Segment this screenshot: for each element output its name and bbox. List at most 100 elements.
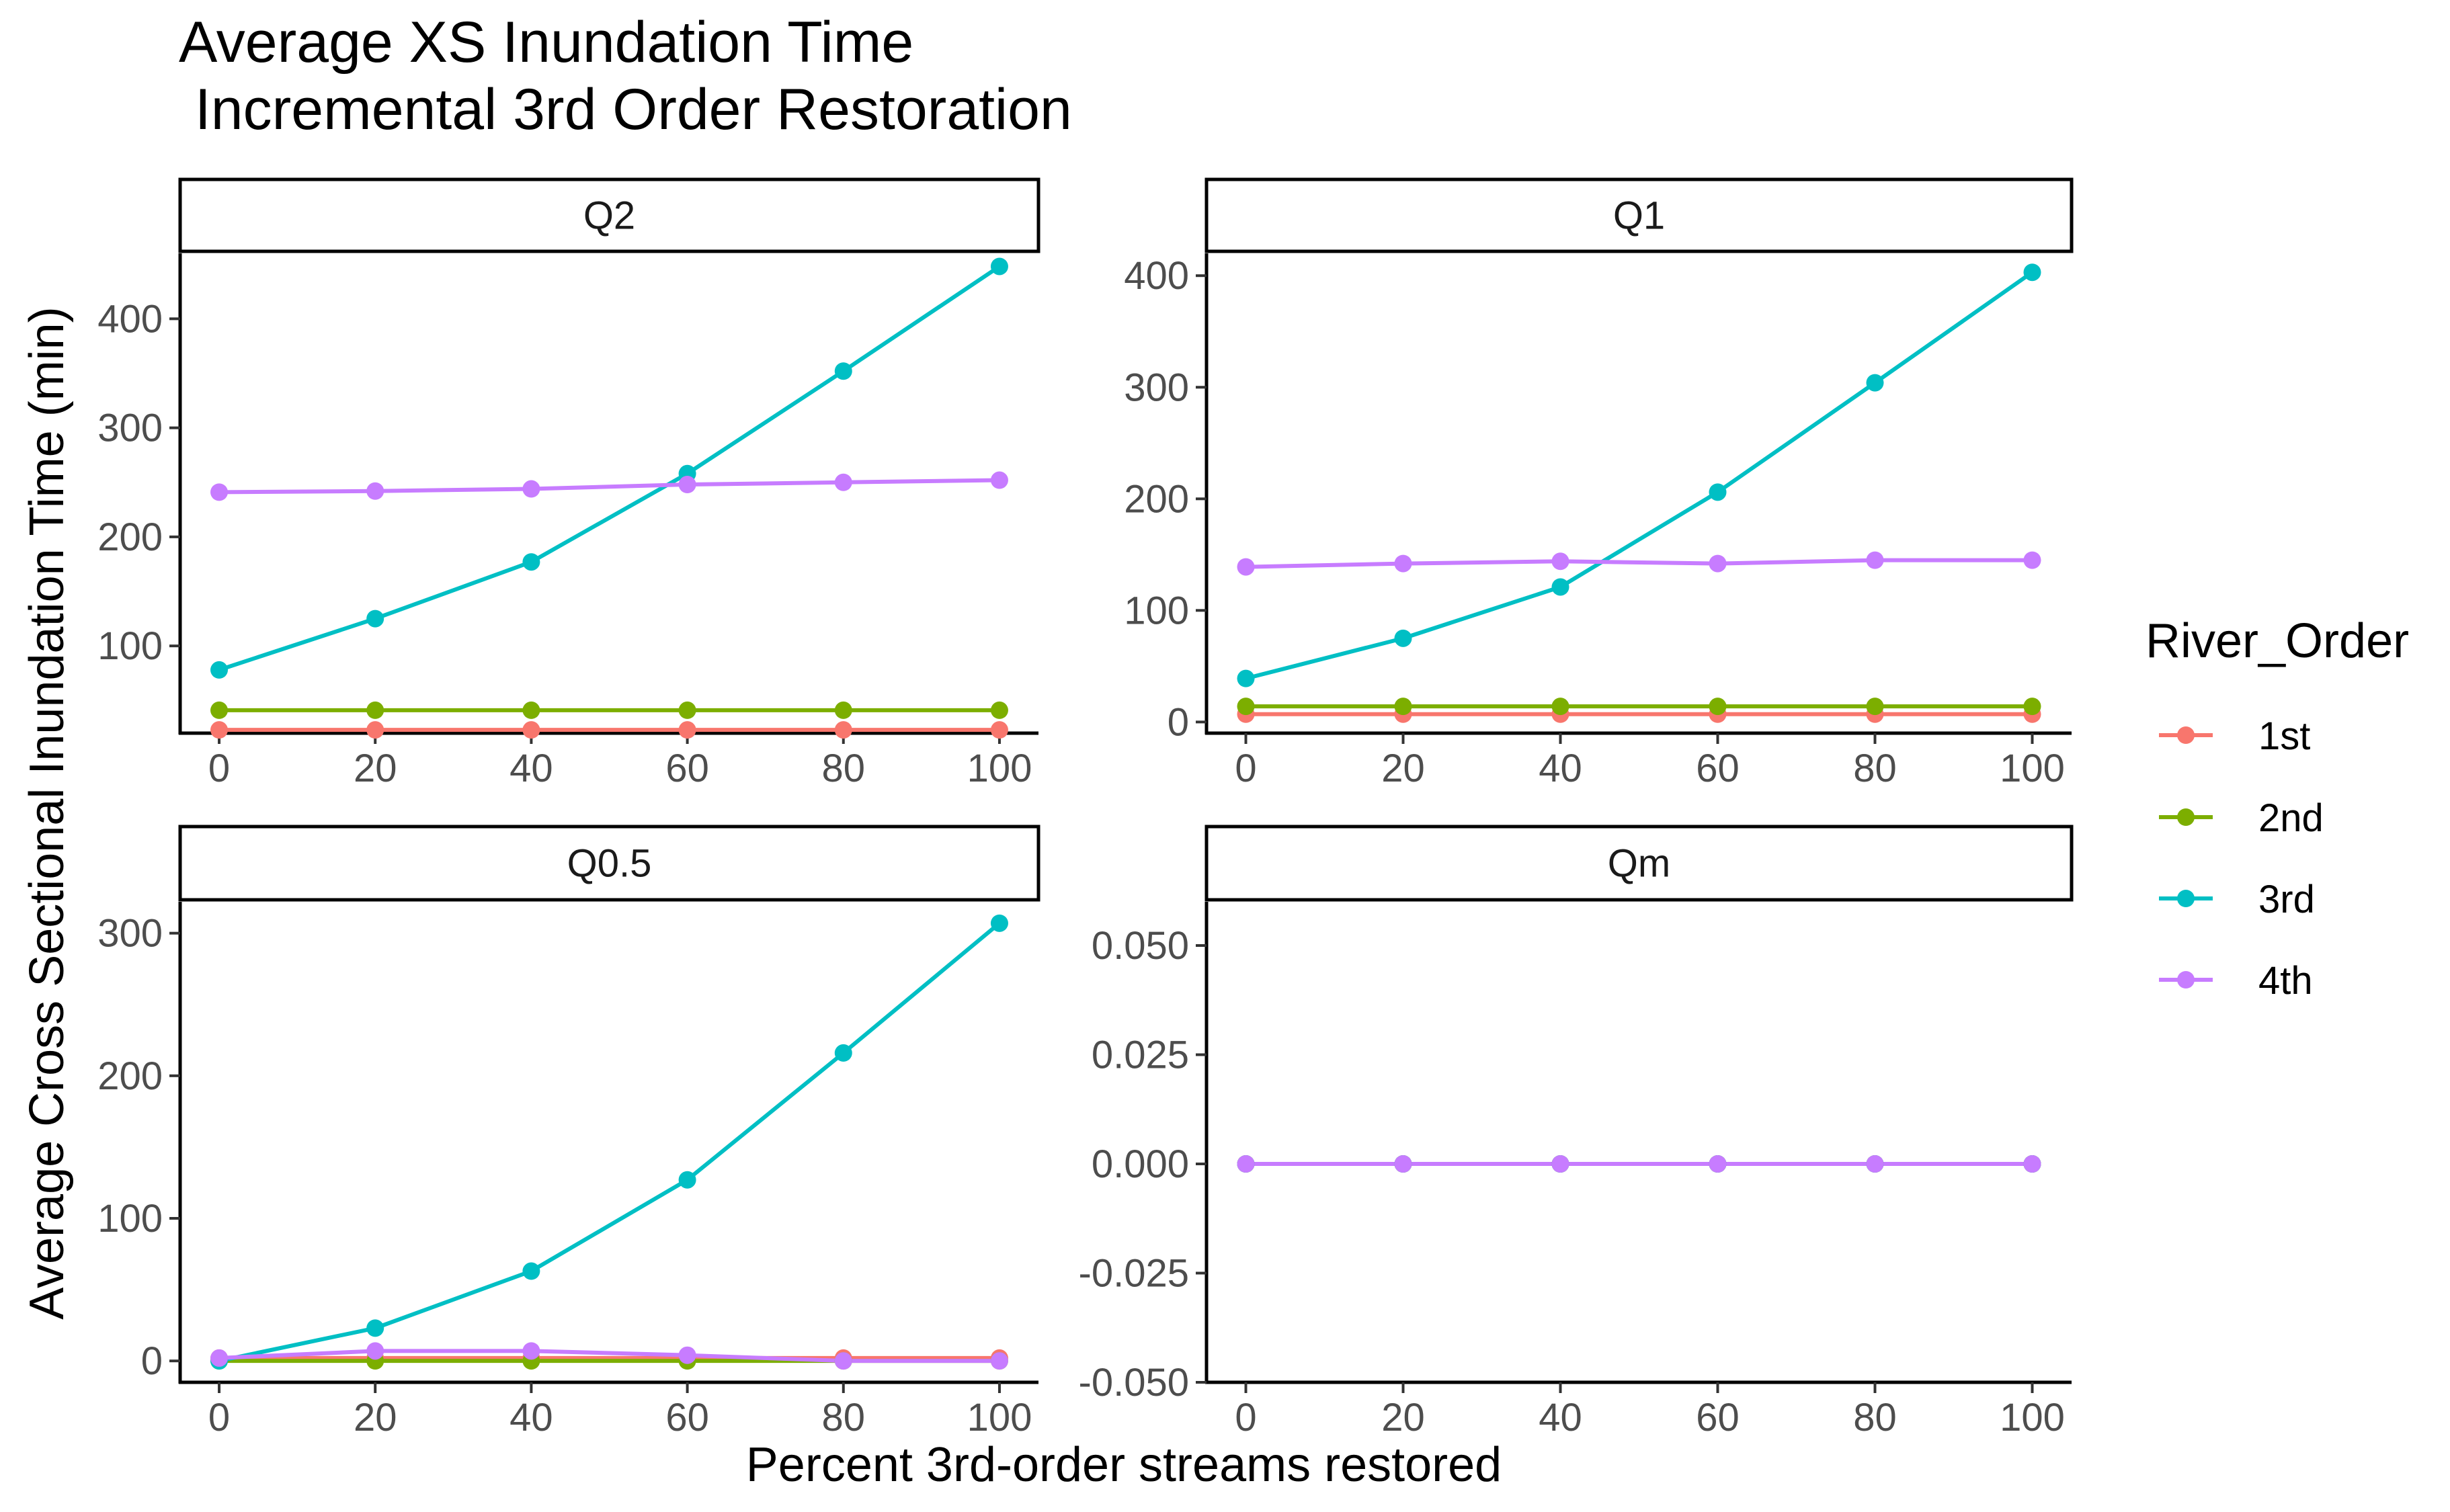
data-point-3rd [522,1262,540,1280]
data-point-4th [1709,1155,1727,1173]
data-point-4th [522,1342,540,1360]
legend-key-point [2177,890,2195,907]
y-tick-label: -0.050 [1079,1361,1189,1404]
strip-box [1204,825,2074,902]
series-line-3rd [217,264,1002,672]
x-tick-label: 80 [1853,1396,1897,1439]
data-point-3rd [210,661,229,679]
x-tick-label: 20 [354,1396,397,1439]
data-point-4th [678,476,696,494]
data-point-3rd [990,257,1008,276]
data-point-4th [1866,1155,1884,1173]
legend-label: 3rd [2258,878,2315,921]
legend-item-1st: 1st [2159,714,2310,758]
strip-label: Q0.5 [567,842,652,886]
series-line-4th [217,478,1002,495]
panel-q2: Q2 0 20 40 60 80 100 100 200 300 400 [97,177,1040,790]
data-point-4th [990,1352,1008,1370]
x-tick-label: 20 [1381,1396,1425,1439]
series-line-4th [217,1349,1002,1363]
data-point-4th [1394,554,1412,573]
legend-items: 1st 2nd 3rd 4th [2159,714,2324,1003]
data-point-4th [678,1346,696,1364]
y-axis-label: Average Cross Sectional Inundation Time … [20,306,74,1319]
data-point-2nd [1709,698,1727,716]
data-point-2nd [1394,698,1412,716]
legend-label: 2nd [2258,796,2324,840]
data-point-4th [1551,552,1569,571]
data-point-3rd [1709,483,1727,501]
panel-q1: Q1 0 20 40 60 80 100 0 100 200 300 400 [1124,177,2074,790]
y-tick-label: 0.025 [1092,1034,1189,1077]
x-tick-label: 60 [1696,747,1740,790]
data-point-1st [522,721,540,739]
legend-item-4th: 4th [2159,959,2313,1003]
y-tick-label: 200 [97,515,163,559]
x-tick-label: 0 [208,747,230,790]
legend-label: 1st [2258,714,2310,758]
data-point-3rd [522,553,540,571]
data-point-2nd [366,701,384,719]
data-point-3rd [366,1319,384,1337]
data-point-2nd [678,701,696,719]
strip-box [178,177,1040,253]
data-point-4th [1237,558,1255,576]
data-point-4th [990,471,1008,489]
data-point-1st [834,721,852,739]
data-point-4th [1551,1155,1569,1173]
x-tick-label: 40 [509,747,553,790]
legend-label: 4th [2258,959,2313,1003]
x-tick-label: 40 [509,1396,553,1439]
panel-q0-5: Q0.5 0 20 40 60 80 100 0 100 200 300 [97,825,1040,1439]
x-axis-label: Percent 3rd-order streams restored [746,1438,1502,1492]
data-point-4th [2023,551,2041,569]
strip-label: Qm [1608,842,1670,886]
y-tick-label: 100 [97,1197,163,1241]
chart-title-line-1: Average XS Inundation Time [179,10,913,75]
x-tick-label: 40 [1539,747,1582,790]
panel-qm: Qm 0 20 40 60 80 100 -0.050 -0.025 0.000 0.025 0.05… [1079,825,2074,1439]
legend-title: River_Order [2146,614,2409,668]
y-tick-label: 400 [1124,254,1189,298]
y-tick-label: 200 [97,1054,163,1098]
x-tick-label: 0 [208,1396,230,1439]
legend-key-point [2177,808,2195,826]
data-point-2nd [210,701,229,719]
legend-item-2nd: 2nd [2159,796,2324,840]
data-point-4th [366,482,384,500]
data-point-2nd [834,701,852,719]
data-point-3rd [990,914,1008,932]
data-point-3rd [834,362,852,380]
legend-item-3rd: 3rd [2159,878,2315,921]
strip-label: Q2 [583,194,635,238]
data-point-4th [210,1349,229,1367]
data-point-2nd [1237,698,1255,716]
x-tick-label: 60 [665,1396,709,1439]
data-point-1st [990,721,1008,739]
data-point-4th [1709,554,1727,573]
y-tick-label: -0.025 [1079,1252,1189,1296]
data-point-4th [366,1342,384,1360]
data-point-4th [834,473,852,491]
y-tick-label: 300 [1124,366,1189,409]
data-point-3rd [678,1171,696,1189]
x-tick-label: 80 [1853,747,1897,790]
x-tick-label: 20 [1381,747,1425,790]
series-line-4th [1243,558,2035,569]
chart-title-line-2: Incremental 3rd Order Restoration [179,77,1072,142]
data-point-3rd [1237,669,1255,687]
data-point-2nd [990,701,1008,719]
data-point-4th [1866,551,1884,569]
y-tick-label: 200 [1124,477,1189,521]
x-tick-label: 100 [2000,1396,2065,1439]
x-tick-label: 60 [665,747,709,790]
x-tick-label: 0 [1235,1396,1256,1439]
data-point-2nd [522,701,540,719]
x-tick-label: 80 [822,1396,866,1439]
y-tick-label: 0 [141,1339,163,1383]
data-point-4th [210,483,229,501]
x-tick-label: 0 [1235,747,1256,790]
data-point-1st [366,721,384,739]
x-tick-label: 100 [967,1396,1032,1439]
